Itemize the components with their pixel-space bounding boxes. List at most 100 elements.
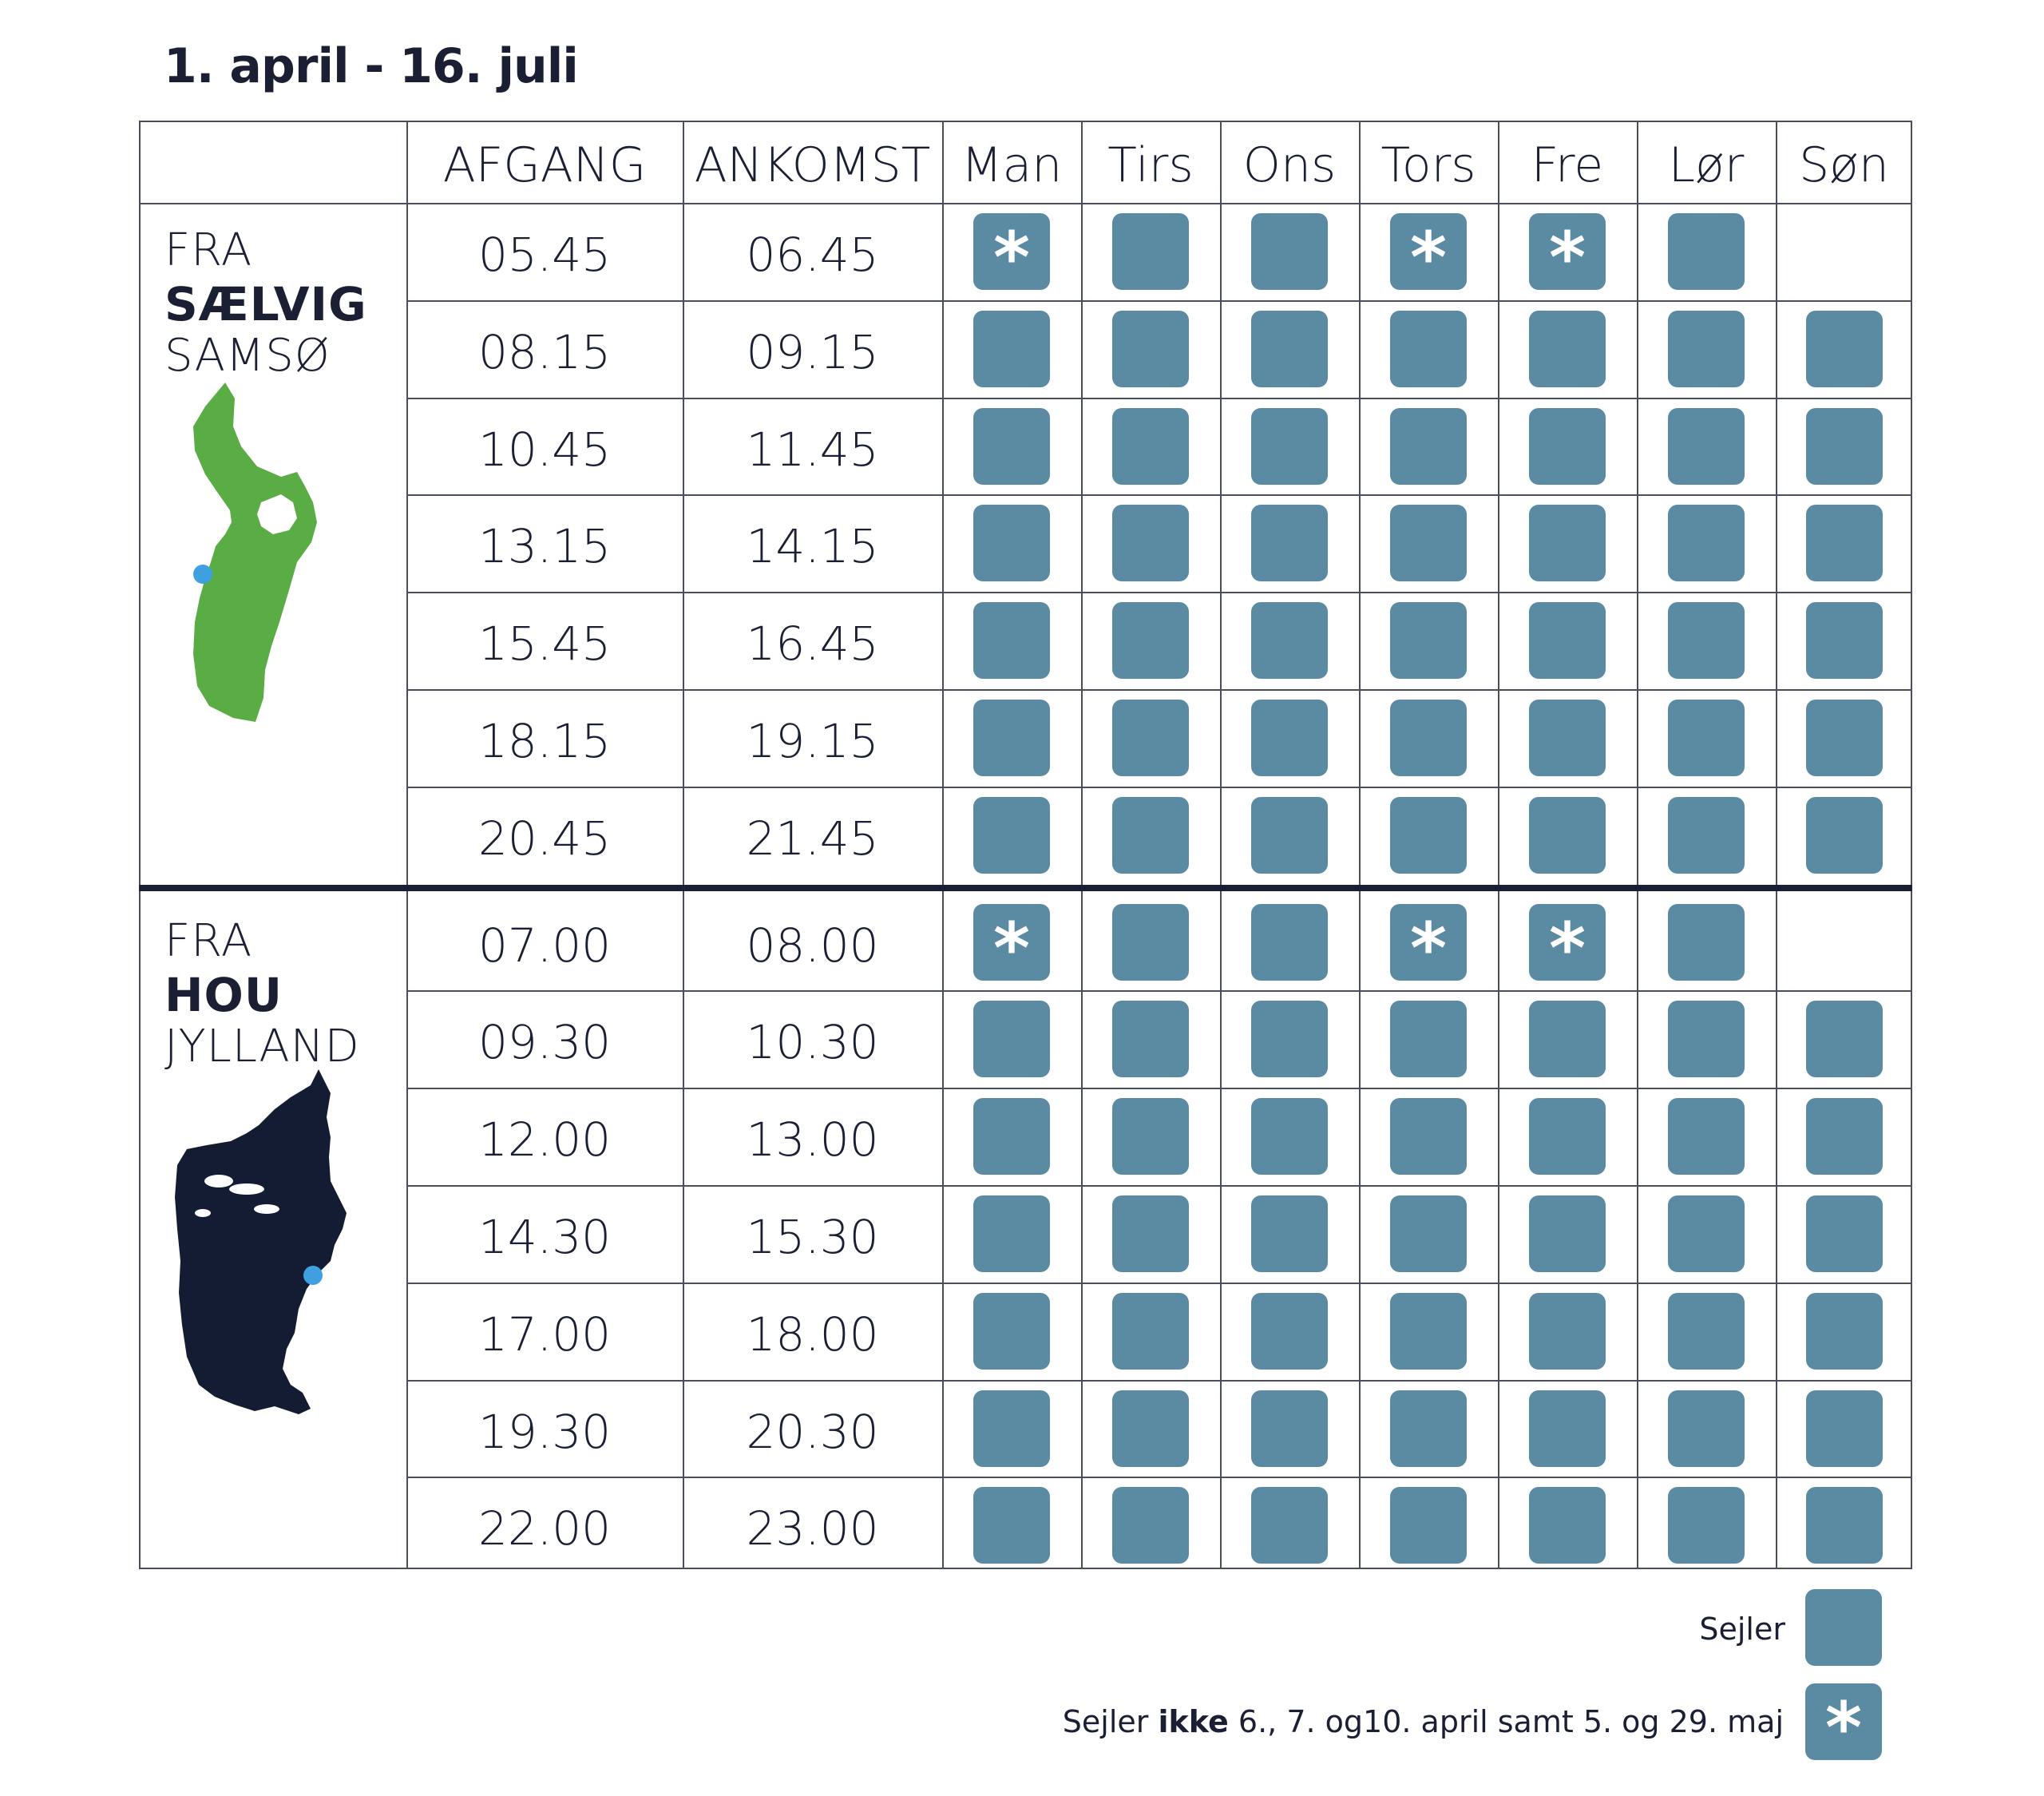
departure-time: 15.45 — [477, 617, 612, 672]
sails-box — [1251, 1001, 1328, 1077]
grid-hline — [406, 1477, 1912, 1478]
page-title: 1. april - 16. juli — [164, 38, 579, 94]
arrival-time: 20.30 — [746, 1404, 879, 1459]
sails-box — [1251, 797, 1328, 874]
arrival-time: 23.00 — [746, 1501, 879, 1556]
sails-box — [1112, 1390, 1189, 1467]
sails-box — [1806, 1098, 1883, 1175]
header-cell: ANKOMST — [694, 137, 931, 193]
sails-box — [1529, 602, 1606, 679]
sails-box — [1668, 311, 1745, 387]
grid-vline — [1220, 121, 1222, 1569]
sails-box — [1390, 1293, 1467, 1370]
sails-box — [1112, 1195, 1189, 1272]
sails-box — [1251, 505, 1328, 581]
origin-label-0: FRA SÆLVIG SAMSØ — [164, 228, 367, 379]
asterisk-icon: * — [1409, 907, 1448, 989]
grid-hline — [406, 990, 1912, 992]
sails-box — [1251, 1098, 1328, 1175]
grid-hline — [406, 1380, 1912, 1382]
sails-box — [1806, 797, 1883, 874]
origin-fra: FRA — [164, 914, 253, 967]
sails-box — [1112, 602, 1189, 679]
sails-box — [1806, 1001, 1883, 1077]
arrival-time: 10.30 — [746, 1015, 879, 1070]
no-sail-dates-box: * — [1529, 904, 1606, 989]
grid-vline — [1081, 121, 1083, 1569]
sails-box — [1112, 1293, 1189, 1370]
grid-vline — [1498, 121, 1499, 1569]
sails-box — [1668, 1195, 1745, 1272]
sails-box — [1668, 904, 1745, 981]
grid-hline — [406, 1283, 1912, 1284]
sails-box — [1251, 1293, 1328, 1370]
sails-box — [1390, 1098, 1467, 1175]
sails-box — [1390, 1487, 1467, 1564]
sails-box — [1390, 797, 1467, 874]
asterisk-icon: * — [992, 216, 1031, 299]
sails-box — [1668, 797, 1745, 874]
asterisk-icon: * — [1409, 216, 1448, 299]
grid-vline — [1637, 121, 1638, 1569]
header-cell: AFGANG — [442, 137, 647, 193]
legend-sails-box — [1805, 1589, 1882, 1666]
asterisk-icon: * — [1548, 216, 1586, 299]
departure-time: 08.15 — [477, 324, 612, 379]
sails-box — [973, 1293, 1050, 1370]
sails-box — [1112, 1098, 1189, 1175]
no-sail-dates-box: * — [1390, 213, 1467, 299]
arrival-time: 15.30 — [746, 1209, 879, 1264]
samso-island-map — [193, 383, 317, 722]
no-sail-dates-box: * — [973, 904, 1050, 989]
arrival-time: 06.45 — [746, 227, 879, 282]
sails-box — [1529, 1390, 1606, 1467]
sails-box — [1529, 1487, 1606, 1564]
sails-box — [1112, 700, 1189, 776]
departure-time: 12.00 — [477, 1112, 612, 1168]
sails-box — [1668, 505, 1745, 581]
grid-hline — [139, 121, 1912, 122]
sails-box — [1668, 602, 1745, 679]
grid-vline — [1359, 121, 1361, 1569]
grid-vline — [1776, 121, 1777, 1569]
sails-box — [1668, 1001, 1745, 1077]
port-marker-icon — [303, 1265, 323, 1285]
departure-time: 13.15 — [477, 519, 612, 574]
header-cell: Fre — [1531, 137, 1604, 193]
departure-time: 18.15 — [477, 713, 612, 768]
sails-box — [1529, 408, 1606, 485]
sails-box — [1668, 408, 1745, 485]
no-sail-dates-box: * — [1529, 213, 1606, 299]
grid-hline — [406, 398, 1912, 399]
grid-hline — [406, 689, 1912, 691]
sails-box — [1112, 213, 1189, 290]
sails-box — [1251, 408, 1328, 485]
departure-time: 05.45 — [477, 227, 612, 282]
grid-vline — [683, 121, 684, 1569]
sails-box — [1806, 408, 1883, 485]
sails-box — [1251, 1195, 1328, 1272]
legend-no-sail-box: * — [1805, 1683, 1882, 1769]
arrival-time: 13.00 — [746, 1112, 879, 1168]
sails-box — [1390, 1195, 1467, 1272]
arrival-time: 08.00 — [746, 918, 879, 973]
port-marker-icon — [193, 565, 212, 584]
sails-box — [973, 1487, 1050, 1564]
sails-box — [973, 1195, 1050, 1272]
grid-hline — [406, 787, 1912, 788]
departure-time: 19.30 — [477, 1404, 612, 1459]
sails-box — [1668, 1390, 1745, 1467]
sails-box — [1251, 213, 1328, 290]
sails-box — [1806, 1293, 1883, 1370]
sails-box — [1529, 311, 1606, 387]
departure-time: 10.45 — [477, 422, 612, 477]
sails-box — [1390, 1390, 1467, 1467]
sails-box — [1529, 1098, 1606, 1175]
grid-hline — [139, 203, 1912, 204]
sails-box — [1251, 1390, 1328, 1467]
sails-box — [973, 700, 1050, 776]
header-cell: Man — [961, 137, 1063, 193]
asterisk-icon: * — [1824, 1687, 1863, 1769]
arrival-time: 16.45 — [746, 617, 879, 672]
grid-hline — [406, 494, 1912, 496]
